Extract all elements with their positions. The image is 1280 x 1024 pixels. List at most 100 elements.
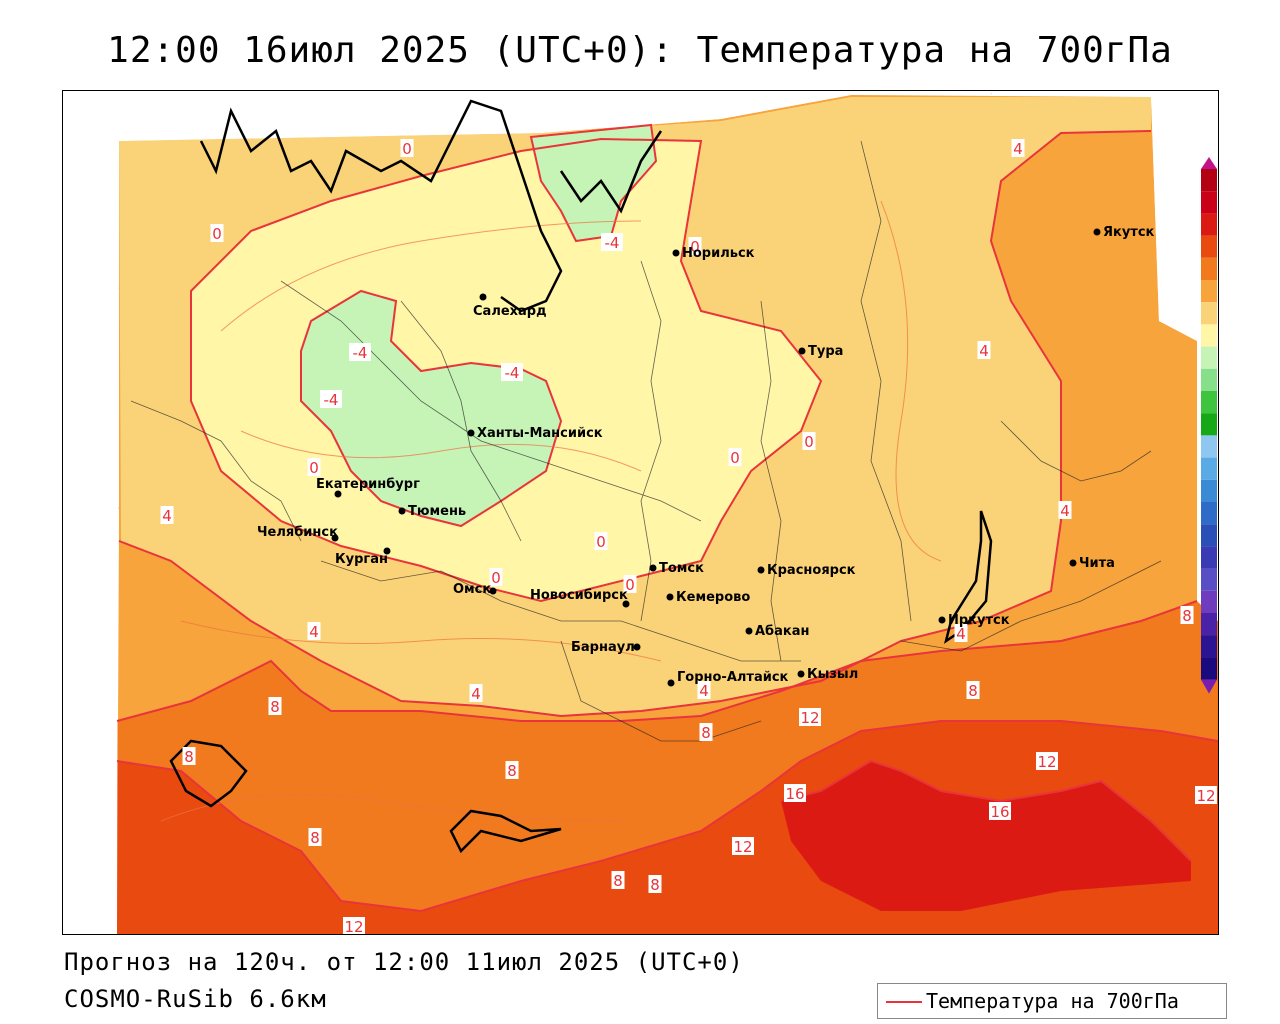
svg-text:4: 4 xyxy=(1060,502,1070,520)
city-dot xyxy=(383,547,391,555)
contour-label: 4 xyxy=(977,341,991,360)
isotherm-contours xyxy=(116,123,1218,913)
colorbar-swatch xyxy=(1201,235,1217,258)
svg-text:0: 0 xyxy=(804,433,814,451)
city-dot xyxy=(757,566,765,574)
svg-text:0: 0 xyxy=(596,533,606,551)
city-dot xyxy=(649,564,657,572)
svg-text:4: 4 xyxy=(699,682,709,700)
legend-label: Температура на 700гПа xyxy=(926,989,1179,1013)
colorbar-swatch xyxy=(1201,257,1217,280)
svg-text:0: 0 xyxy=(625,576,635,594)
contour-label: 8 xyxy=(182,747,196,766)
city-marker[interactable]: Томск xyxy=(649,561,705,576)
colorbar-swatch xyxy=(1201,546,1217,569)
svg-text:8: 8 xyxy=(968,682,978,700)
city-dot xyxy=(797,670,805,678)
contour-label: 12 xyxy=(799,708,821,727)
colorbar-swatch xyxy=(1201,568,1217,591)
svg-text:0: 0 xyxy=(491,569,501,587)
colorbar-swatch xyxy=(1201,613,1217,636)
city-label: Омск xyxy=(453,582,491,597)
svg-text:-4: -4 xyxy=(324,391,339,409)
contour-label: 8 xyxy=(699,723,713,742)
colorbar-swatch xyxy=(1201,169,1217,192)
contour-label: 0 xyxy=(489,568,503,587)
colorbar-swatch xyxy=(1201,524,1217,547)
city-marker[interactable]: Ханты-Мансийск xyxy=(467,426,603,441)
city-marker[interactable]: Челябинск xyxy=(257,525,339,542)
field-16-20 xyxy=(781,761,1191,911)
svg-text:0: 0 xyxy=(402,140,412,158)
contour-label: 8 xyxy=(966,681,980,700)
city-label: Салехард xyxy=(473,304,547,319)
city-dot xyxy=(667,679,675,687)
svg-text:8: 8 xyxy=(650,876,660,894)
colorbar-swatch xyxy=(1201,324,1217,347)
colorbar-swatch xyxy=(1201,302,1217,325)
svg-text:4: 4 xyxy=(471,685,481,703)
city-marker[interactable]: Тюмень xyxy=(398,504,467,519)
city-marker[interactable]: Курган xyxy=(335,547,391,568)
svg-text:8: 8 xyxy=(184,748,194,766)
svg-text:8: 8 xyxy=(1182,607,1192,625)
city-dot xyxy=(1069,559,1077,567)
city-marker[interactable]: Иркутск xyxy=(938,613,1010,628)
contour-label: 0 xyxy=(688,237,702,256)
city-marker[interactable]: Екатеринбург xyxy=(316,477,420,498)
city-marker[interactable]: Кызыл xyxy=(797,667,859,682)
city-label: Чита xyxy=(1079,556,1115,571)
city-marker[interactable]: Горно-Алтайск xyxy=(667,670,789,687)
city-label: Красноярск xyxy=(767,563,856,578)
map-area[interactable]: 0 -4 0 -4 -4 -4 0 4 4 0 0 0 4 4 0 0 0 8 4 4 4 4 8 8 12 8 8 12 8 16 12 1… xyxy=(62,90,1219,935)
minor-contours xyxy=(160,200,942,822)
city-label: Новосибирск xyxy=(530,588,628,603)
city-label: Кемерово xyxy=(676,590,750,605)
contour-label: 8 xyxy=(611,871,625,890)
map-title: 12:00 16июл 2025 (UTC+0): Температура на… xyxy=(107,30,1173,71)
svg-text:0: 0 xyxy=(309,459,319,477)
contour-label: -4 xyxy=(601,233,623,252)
colorbar-swatch xyxy=(1201,413,1217,436)
city-marker[interactable]: Новосибирск xyxy=(530,588,630,608)
city-dot xyxy=(745,627,753,635)
svg-text:12: 12 xyxy=(1037,753,1056,771)
colorbar-swatch xyxy=(1201,368,1217,391)
contour-label: 4 xyxy=(160,506,174,525)
colorbar-swatch xyxy=(1201,435,1217,458)
svg-text:0: 0 xyxy=(730,449,740,467)
city-dot xyxy=(672,249,680,257)
contour-label: 0 xyxy=(594,532,608,551)
city-marker[interactable]: Красноярск xyxy=(757,563,856,578)
colorbar-swatch xyxy=(1201,213,1217,236)
contour-label: 12 xyxy=(1036,752,1058,771)
svg-text:8: 8 xyxy=(270,698,280,716)
colorbar-swatch xyxy=(1201,191,1217,214)
city-marker[interactable]: Барнаул xyxy=(571,640,641,655)
colorbar-swatch xyxy=(1201,346,1217,369)
city-marker[interactable]: Тура xyxy=(798,344,844,359)
contour-label: 16 xyxy=(784,784,806,803)
city-label: Екатеринбург xyxy=(316,477,420,492)
city-marker[interactable]: Якутск xyxy=(1093,225,1155,240)
colorbar-arrow-up xyxy=(1201,157,1217,169)
contour-label: 0 xyxy=(623,575,637,594)
city-label: Тура xyxy=(808,344,843,359)
colorbar-arrow-down xyxy=(1201,679,1217,694)
contour-labels: 0 -4 0 -4 -4 -4 0 4 4 0 0 0 4 4 0 0 0 8 4 4 4 4 8 8 12 8 8 12 8 16 12 1… xyxy=(160,139,1217,934)
city-marker[interactable]: Омск xyxy=(453,582,497,597)
city-label: Якутск xyxy=(1103,225,1155,240)
contour-label: 0 xyxy=(210,224,224,243)
model-name: COSMO-RuSib 6.6км xyxy=(64,985,327,1013)
city-marker[interactable]: Абакан xyxy=(745,624,810,639)
city-marker[interactable]: Чита xyxy=(1069,556,1115,571)
city-marker[interactable]: Кемерово xyxy=(666,590,751,605)
contour-label: 12 xyxy=(732,837,754,856)
colorbar-swatch xyxy=(1201,657,1217,680)
city-marker[interactable]: Норильск xyxy=(672,246,755,261)
city-label: Томск xyxy=(659,561,704,576)
city-marker[interactable]: Салехард xyxy=(473,293,547,320)
contour-label: 0 xyxy=(400,139,414,158)
contour-label: 4 xyxy=(469,684,483,703)
contour-label: 4 xyxy=(954,624,968,643)
